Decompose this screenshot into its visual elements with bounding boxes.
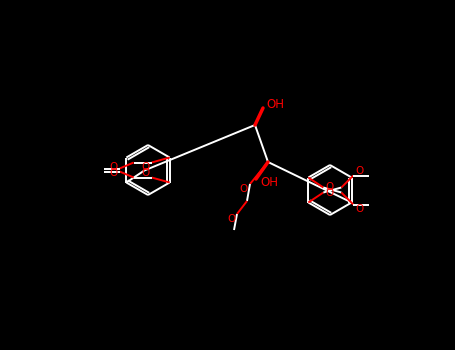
Text: O: O bbox=[240, 184, 248, 194]
Text: O: O bbox=[142, 168, 150, 178]
Text: O: O bbox=[142, 161, 150, 171]
Text: OH: OH bbox=[266, 98, 284, 112]
Text: O: O bbox=[110, 168, 118, 177]
Text: O: O bbox=[325, 182, 334, 192]
Text: OH: OH bbox=[260, 176, 278, 189]
Text: O: O bbox=[355, 166, 364, 175]
Text: O: O bbox=[227, 214, 235, 224]
Text: O: O bbox=[325, 188, 334, 197]
Text: O: O bbox=[355, 204, 364, 215]
Text: O: O bbox=[110, 162, 118, 173]
